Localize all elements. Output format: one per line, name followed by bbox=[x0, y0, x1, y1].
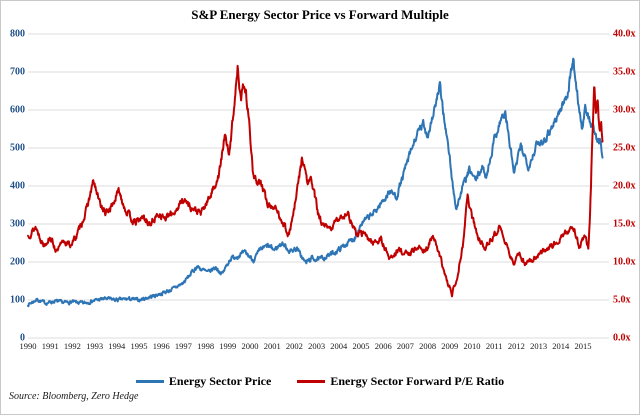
source-note: Source: Bloomberg, Zero Hedge bbox=[9, 391, 139, 402]
x-axis-tick: 2000 bbox=[241, 341, 259, 351]
x-axis-tick: 1991 bbox=[41, 341, 59, 351]
left-axis-tick: 800 bbox=[10, 28, 25, 40]
x-axis-tick: 1996 bbox=[152, 341, 170, 351]
x-axis-tick: 1993 bbox=[86, 341, 104, 351]
x-axis-tick: 1998 bbox=[197, 341, 215, 351]
right-axis-tick: 40.0x bbox=[613, 28, 636, 40]
x-axis-tick: 2002 bbox=[285, 341, 303, 351]
x-axis-tick: 2013 bbox=[530, 341, 548, 351]
x-axis-tick: 1994 bbox=[108, 341, 126, 351]
price-line bbox=[27, 57, 604, 308]
x-axis-tick: 2007 bbox=[396, 341, 414, 351]
right-axis-tick: 25.0x bbox=[613, 142, 636, 154]
x-axis-tick: 2015 bbox=[574, 341, 592, 351]
left-axis-tick: 400 bbox=[10, 180, 25, 192]
x-axis-tick: 2008 bbox=[419, 341, 437, 351]
left-axis-tick: 0 bbox=[20, 332, 25, 344]
price-legend-label: Energy Sector Price bbox=[168, 374, 272, 388]
right-axis-tick: 5.0x bbox=[613, 294, 631, 306]
x-axis-tick: 1995 bbox=[130, 341, 148, 351]
chart-title: S&P Energy Sector Price vs Forward Multi… bbox=[191, 7, 449, 22]
x-axis-tick: 2010 bbox=[463, 341, 481, 351]
x-axis-tick: 2005 bbox=[352, 341, 370, 351]
right-axis-tick: 20.0x bbox=[613, 180, 636, 192]
pe-ratio-line bbox=[27, 64, 604, 298]
left-axis-tick: 500 bbox=[10, 142, 25, 154]
right-axis-tick: 0.0x bbox=[613, 332, 631, 344]
right-axis-tick: 10.0x bbox=[613, 256, 636, 268]
x-axis-tick: 2006 bbox=[374, 341, 392, 351]
right-axis-tick: 35.0x bbox=[613, 66, 636, 78]
x-axis-tick: 1990 bbox=[19, 341, 37, 351]
pe-legend-label: Energy Sector Forward P/E Ratio bbox=[330, 374, 505, 388]
right-axis-tick: 15.0x bbox=[613, 218, 636, 230]
pe-line-swatch bbox=[297, 380, 326, 383]
left-axis-tick: 300 bbox=[10, 218, 25, 230]
x-axis-tick: 2009 bbox=[441, 341, 459, 351]
legend-item-price: Energy Sector Price bbox=[135, 374, 272, 389]
x-axis-tick: 2004 bbox=[330, 341, 348, 351]
legend: Energy Sector Price Energy Sector Forwar… bbox=[1, 374, 639, 389]
x-axis-tick: 2011 bbox=[485, 341, 503, 351]
left-axis-tick: 700 bbox=[10, 66, 25, 78]
x-axis-tick: 1999 bbox=[219, 341, 237, 351]
price-line-swatch bbox=[135, 380, 164, 383]
x-axis-tick: 1997 bbox=[174, 341, 192, 351]
x-axis-tick: 2003 bbox=[308, 341, 326, 351]
left-axis-tick: 100 bbox=[10, 294, 25, 306]
x-axis-tick: 2001 bbox=[263, 341, 281, 351]
x-axis-tick: 2014 bbox=[552, 341, 570, 351]
legend-item-pe: Energy Sector Forward P/E Ratio bbox=[297, 374, 504, 389]
left-axis-tick: 200 bbox=[10, 256, 25, 268]
right-axis-tick: 30.0x bbox=[613, 104, 636, 116]
x-axis-tick: 1992 bbox=[63, 341, 81, 351]
x-axis-tick: 2012 bbox=[507, 341, 525, 351]
left-axis-tick: 600 bbox=[10, 104, 25, 116]
